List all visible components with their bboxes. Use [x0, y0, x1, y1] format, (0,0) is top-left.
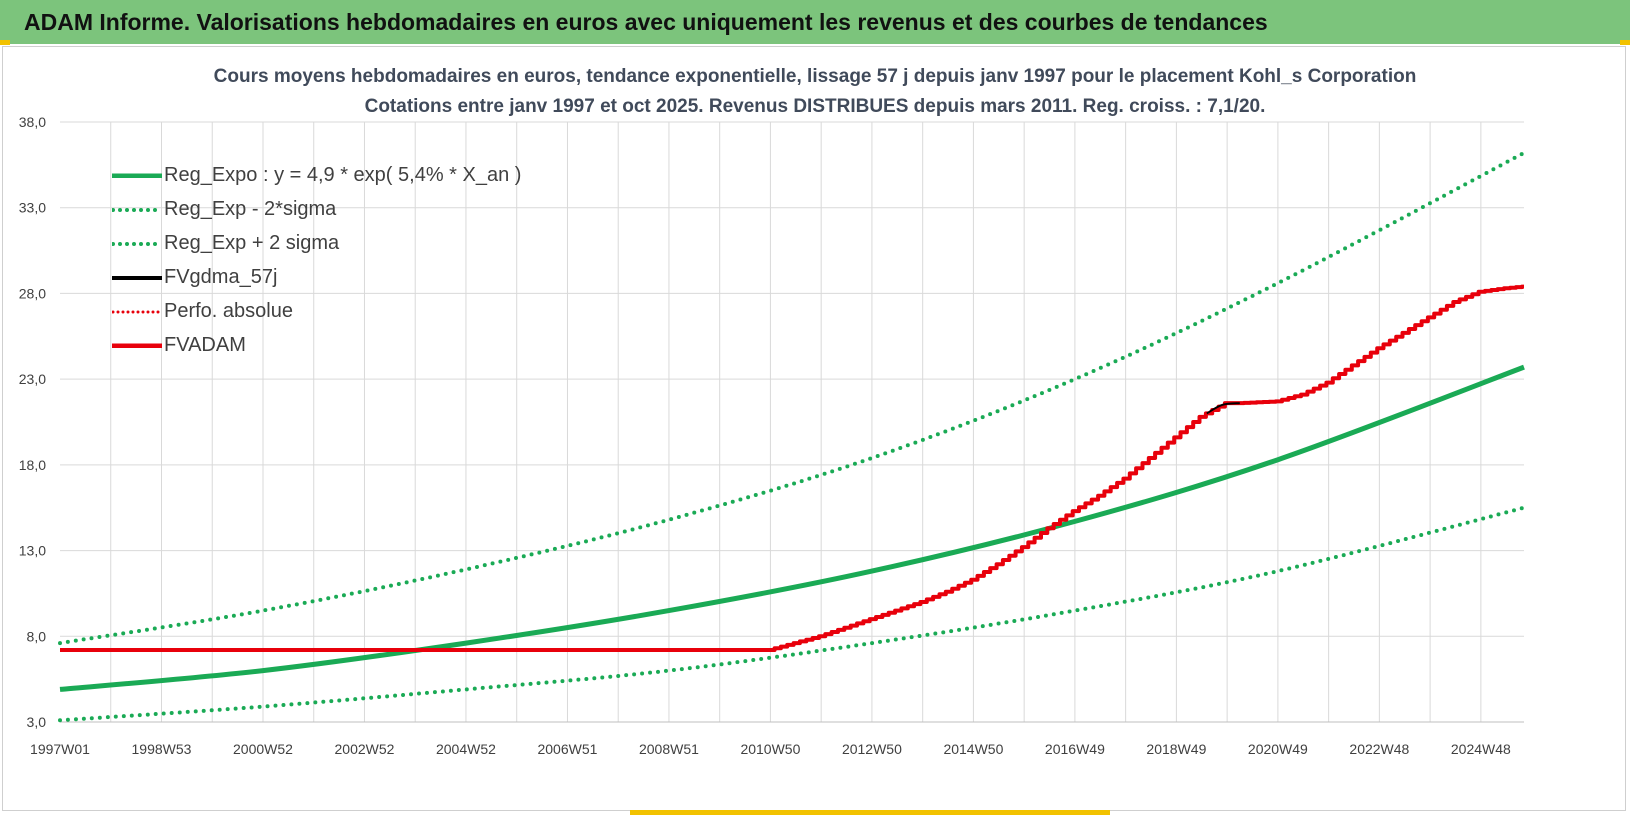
- report-banner: ADAM Informe. Valorisations hebdomadaire…: [0, 0, 1630, 44]
- x-tick-label: 2024W48: [1451, 741, 1511, 757]
- x-tick-label: 2008W51: [639, 741, 699, 757]
- x-tick-label: 2022W48: [1349, 741, 1409, 757]
- legend-label: Reg_Exp - 2*sigma: [164, 197, 337, 220]
- legend-label: Reg_Exp + 2 sigma: [164, 231, 340, 254]
- x-tick-label: 1998W53: [132, 741, 192, 757]
- x-tick-label: 2006W51: [537, 741, 597, 757]
- x-tick-label: 2002W52: [335, 741, 395, 757]
- y-tick-label: 38,0: [19, 114, 46, 130]
- grid: [60, 121, 1524, 723]
- legend-label: Reg_Expo : y = 4,9 * exp( 5,4% * X_an ): [164, 163, 522, 186]
- legend-swatch-solid-red: [112, 343, 162, 348]
- legend-item: FVgdma_57j: [112, 260, 521, 294]
- legend-label: Perfo. absolue: [164, 299, 293, 322]
- x-tick-label: 1997W01: [30, 741, 90, 757]
- series-group: [58, 150, 1526, 723]
- series-reg-expo: [59, 364, 1525, 692]
- x-tick-label: 2000W52: [233, 741, 293, 757]
- legend-item: FVADAM: [112, 328, 521, 362]
- x-tick-label: 2010W50: [740, 741, 800, 757]
- legend-swatch-solid-black: [112, 276, 162, 280]
- legend-swatch-dotted-green: [112, 242, 162, 246]
- legend-item: Perfo. absolue: [112, 294, 521, 328]
- bottom-strip: [630, 810, 1110, 815]
- legend-item: Reg_Exp - 2*sigma: [112, 192, 521, 226]
- legend-swatch-solid-green: [112, 173, 162, 178]
- y-tick-label: 13,0: [19, 543, 46, 559]
- x-axis: 1997W01 1998W53 2000W52 2002W52 2004W52 2006W…: [30, 721, 1524, 757]
- legend-item: Reg_Expo : y = 4,9 * exp( 5,4% * X_an ): [112, 158, 521, 192]
- x-tick-label: 2018W49: [1146, 741, 1206, 757]
- y-tick-label: 23,0: [19, 371, 46, 387]
- legend-label: FVADAM: [164, 333, 246, 356]
- x-tick-label: 2016W49: [1045, 741, 1105, 757]
- series-fvadam: [60, 284, 1524, 652]
- legend-item: Reg_Exp + 2 sigma: [112, 226, 521, 260]
- corner-mark: [0, 40, 10, 45]
- legend-label: FVgdma_57j: [164, 265, 278, 288]
- x-tick-label: 2020W49: [1248, 741, 1308, 757]
- legend-swatch-dotted-red: [112, 310, 162, 314]
- report-title: ADAM Informe. Valorisations hebdomadaire…: [24, 9, 1268, 35]
- series-reg-exp-minus-2sigma: [58, 505, 1526, 723]
- legend-swatch-dotted-green: [112, 208, 162, 212]
- chart-title-line2: Cotations entre janv 1997 et oct 2025. R…: [364, 96, 1266, 117]
- x-tick-label: 2014W50: [943, 741, 1003, 757]
- y-tick-label: 33,0: [19, 200, 46, 216]
- legend: Reg_Expo : y = 4,9 * exp( 5,4% * X_an ) …: [112, 158, 521, 362]
- x-tick-label: 2004W52: [436, 741, 496, 757]
- y-tick-label: 18,0: [19, 457, 46, 473]
- series-fvgdma-57j: [1206, 402, 1240, 415]
- corner-mark: [1620, 40, 1630, 45]
- chart-title-line1: Cours moyens hebdomadaires en euros, ten…: [213, 66, 1417, 87]
- y-tick-label: 8,0: [27, 628, 47, 644]
- y-tick-label: 3,0: [27, 714, 47, 730]
- y-axis: 3,0 8,0 13,0 18,0 23,0 28,0 33,0 38,0: [19, 114, 46, 730]
- series-reg-exp-plus-2sigma: [58, 150, 1526, 646]
- y-tick-label: 28,0: [19, 285, 46, 301]
- x-tick-label: 2012W50: [842, 741, 902, 757]
